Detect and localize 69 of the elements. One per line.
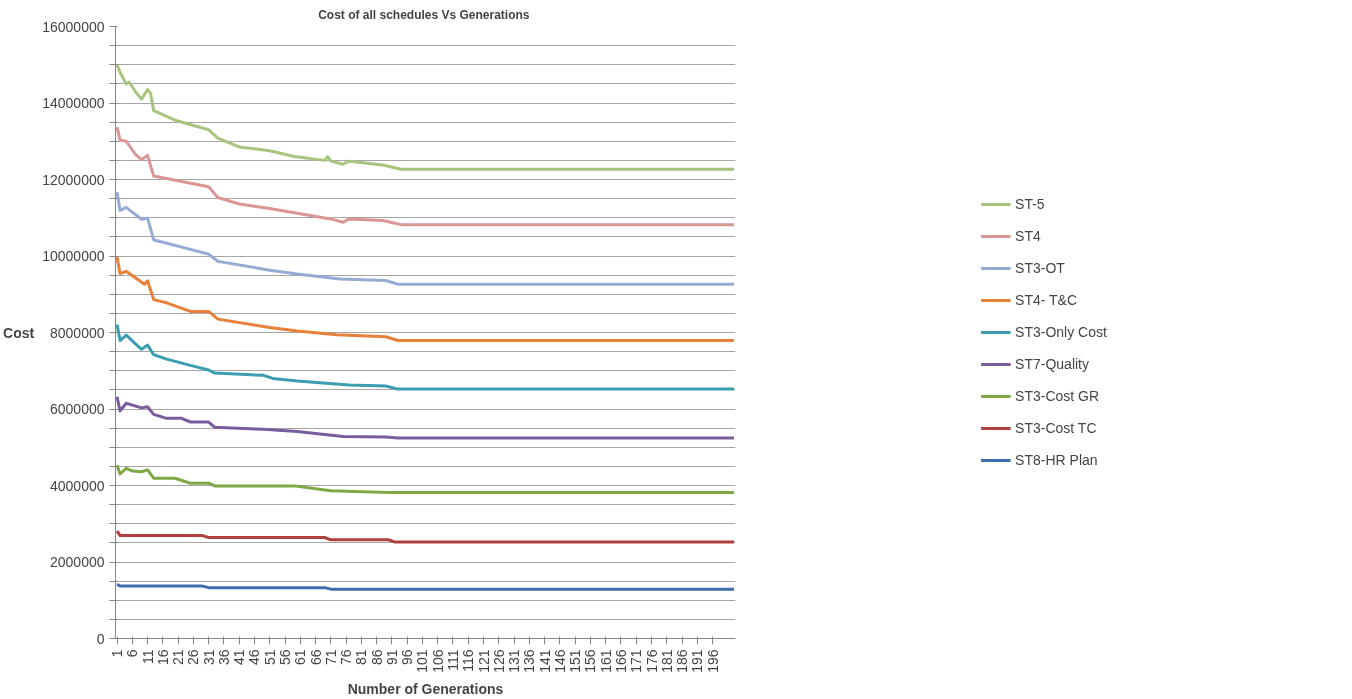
- line-series: [115, 395, 736, 440]
- x-tick-label: 26: [185, 649, 202, 666]
- x-tick-label: 106: [429, 649, 446, 673]
- x-tick-label: 11: [139, 649, 156, 665]
- x-tick-label: 86: [368, 649, 385, 666]
- x-tick-label: 41: [231, 649, 248, 666]
- y-tick-label: 0: [96, 630, 105, 647]
- x-tick-label: 1: [109, 649, 126, 658]
- x-tick-label: 126: [490, 649, 507, 673]
- x-tick-label: 36: [215, 649, 232, 666]
- legend-label: ST4: [1015, 228, 1041, 244]
- y-tick-label: 8000000: [50, 324, 105, 341]
- x-tick-label: 56: [277, 649, 294, 666]
- y-tick-label: 10000000: [42, 248, 105, 264]
- y-tick-label: 12000000: [42, 171, 105, 188]
- legend-label: ST7-Quality: [1015, 356, 1090, 372]
- x-tick-label: 111: [444, 649, 461, 671]
- x-tick-label: 176: [643, 649, 660, 673]
- x-tick-label: 21: [170, 649, 187, 666]
- x-tick-label: 16: [154, 649, 171, 666]
- x-tick-label: 191: [689, 649, 706, 673]
- x-tick-label: 156: [582, 649, 599, 673]
- legend-label: ST3-Cost TC: [1015, 420, 1097, 436]
- line-series: [115, 255, 736, 343]
- x-tick-label: 71: [322, 649, 339, 666]
- x-tick-label: 141: [536, 649, 553, 673]
- x-tick-label: 131: [506, 649, 523, 673]
- x-tick-label: 51: [261, 649, 278, 666]
- line-series: [115, 463, 736, 494]
- x-tick-label: 161: [597, 649, 614, 673]
- line-series: [115, 63, 736, 171]
- y-tick-label: 2000000: [50, 554, 105, 570]
- y-tick-label: 4000000: [50, 477, 105, 494]
- y-tick-label: 14000000: [42, 95, 105, 111]
- x-tick-label: 91: [383, 649, 400, 666]
- x-tick-label: 121: [475, 649, 492, 673]
- y-axis-title: Cost: [3, 324, 35, 341]
- y-tick-label: 16000000: [42, 18, 105, 35]
- legend-label: ST3-Cost GR: [1015, 388, 1100, 404]
- x-tick-label: 186: [674, 649, 691, 673]
- line-series: [115, 190, 736, 286]
- x-tick-label: 76: [338, 649, 355, 666]
- x-tick-label: 46: [246, 649, 263, 666]
- line-series: [115, 529, 736, 544]
- x-axis-title: Number of Generations: [347, 680, 504, 697]
- x-tick-label: 31: [200, 649, 217, 666]
- x-tick-label: 151: [567, 649, 584, 673]
- legend-label: ST3-Only Cost: [1015, 324, 1107, 340]
- x-tick-label: 66: [307, 649, 324, 666]
- legend-label: ST-5: [1015, 196, 1045, 212]
- x-tick-label: 81: [353, 649, 370, 666]
- y-tick-label: 6000000: [50, 401, 105, 417]
- x-tick-label: 146: [551, 649, 568, 673]
- legend-label: ST3-OT: [1015, 260, 1065, 276]
- legend-label: ST8-HR Plan: [1015, 452, 1098, 468]
- x-tick-label: 196: [704, 649, 721, 673]
- line-series: [115, 125, 736, 227]
- x-tick-label: 61: [292, 649, 309, 666]
- x-tick-label: 181: [658, 649, 675, 673]
- legend-label: ST4- T&C: [1015, 292, 1078, 308]
- x-tick-label: 166: [612, 649, 629, 673]
- line-series: [115, 322, 736, 391]
- x-tick-label: 116: [460, 649, 477, 672]
- chart-title: Cost of all schedules Vs Generations: [318, 7, 530, 22]
- x-tick-label: 171: [628, 649, 645, 673]
- x-tick-label: 136: [521, 649, 538, 673]
- x-tick-label: 101: [414, 649, 431, 673]
- x-tick-label: 96: [399, 649, 416, 666]
- x-tick-label: 6: [124, 649, 141, 658]
